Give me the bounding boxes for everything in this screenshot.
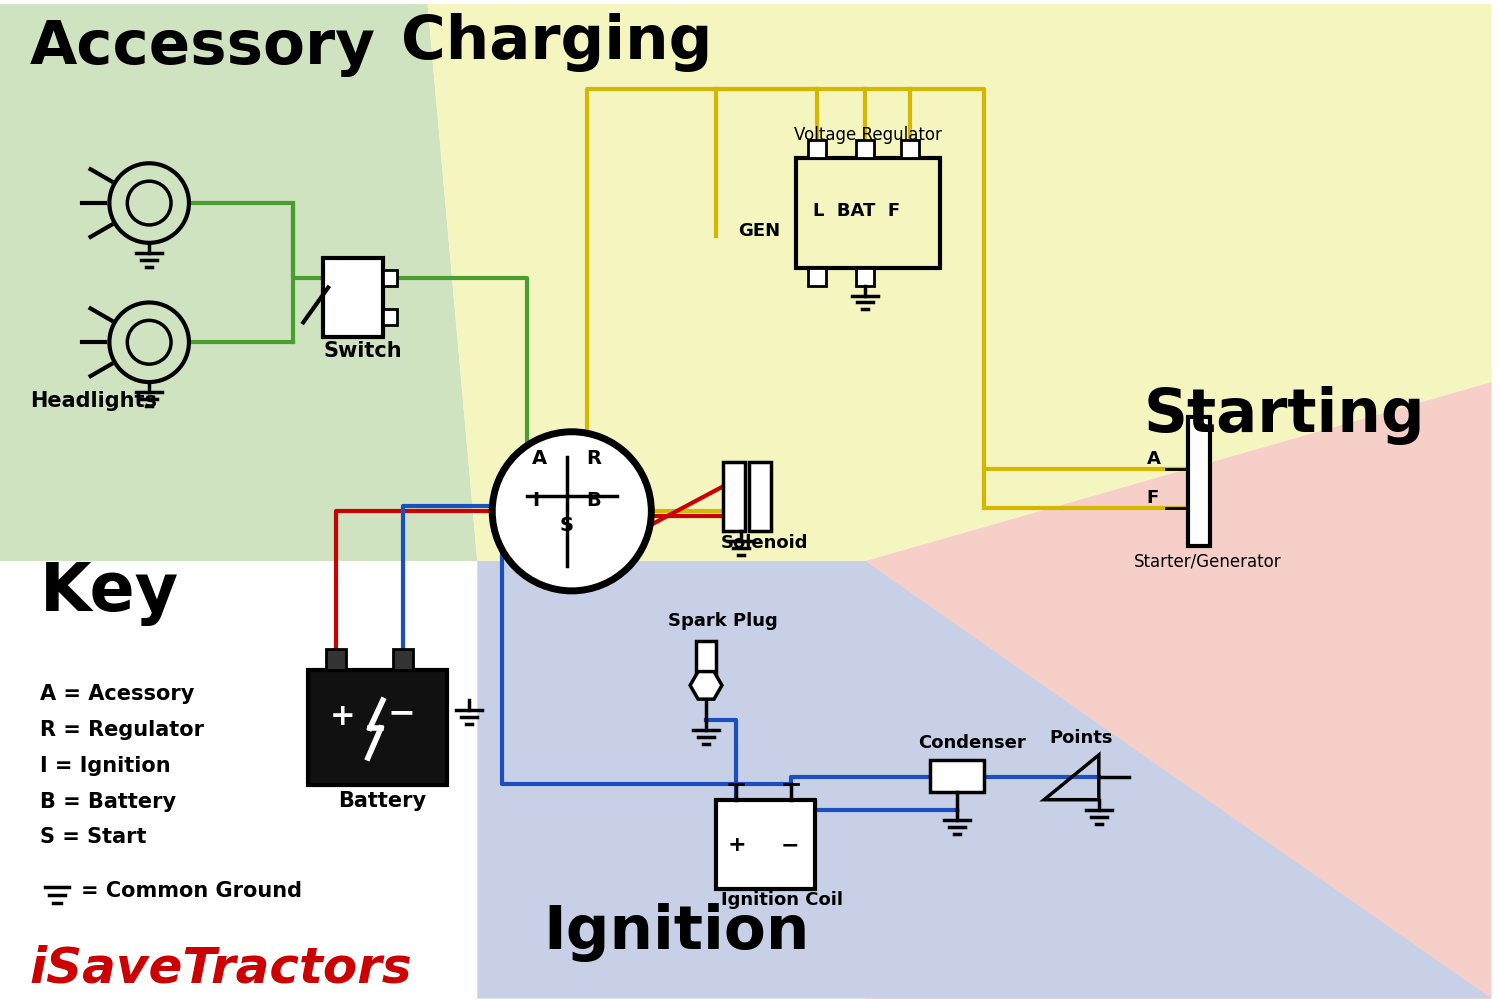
Text: Battery: Battery	[338, 791, 426, 811]
Bar	[322, 258, 382, 337]
Polygon shape	[865, 382, 1491, 999]
Text: B: B	[586, 491, 602, 510]
Text: I: I	[532, 491, 538, 510]
Bar	[326, 649, 346, 670]
Text: Starter/Generator: Starter/Generator	[1134, 552, 1281, 570]
Text: R: R	[586, 449, 602, 468]
Bar	[930, 760, 984, 792]
Bar	[856, 268, 874, 286]
Text: Charging: Charging	[400, 13, 712, 72]
Bar	[856, 140, 874, 158]
Circle shape	[492, 432, 651, 591]
Text: Points: Points	[1048, 729, 1113, 747]
Text: Ignition Coil: Ignition Coil	[722, 891, 843, 909]
Text: F: F	[1146, 489, 1160, 507]
Bar	[808, 268, 826, 286]
Text: Solenoid: Solenoid	[722, 534, 809, 552]
Bar	[1188, 417, 1210, 546]
Text: I = Ignition: I = Ignition	[40, 756, 171, 776]
Text: Condenser: Condenser	[918, 734, 1026, 752]
Text: iSaveTractors: iSaveTractors	[30, 945, 412, 993]
Text: +: +	[728, 835, 747, 855]
Bar	[309, 670, 447, 785]
Text: A = Acessory: A = Acessory	[40, 684, 194, 704]
Text: +: +	[330, 702, 356, 731]
Bar	[723, 462, 746, 531]
Text: −: −	[388, 696, 416, 729]
Text: Key: Key	[40, 560, 178, 626]
Text: A: A	[532, 449, 548, 468]
Text: R = Regulator: R = Regulator	[40, 720, 204, 740]
Bar	[902, 140, 920, 158]
Bar	[808, 140, 826, 158]
Text: Switch: Switch	[322, 341, 402, 361]
Bar	[716, 800, 816, 889]
Bar	[696, 641, 715, 675]
Text: Headlights: Headlights	[30, 391, 158, 411]
Text: Ignition: Ignition	[543, 903, 810, 962]
Polygon shape	[427, 4, 1491, 561]
Text: Starting: Starting	[1143, 386, 1425, 445]
Text: Spark Plug: Spark Plug	[668, 612, 778, 630]
Bar	[382, 309, 398, 325]
Text: −: −	[780, 835, 800, 855]
Text: GEN: GEN	[738, 222, 780, 240]
Bar	[382, 270, 398, 286]
Polygon shape	[477, 561, 1491, 999]
Polygon shape	[0, 561, 477, 999]
Text: S: S	[560, 516, 574, 535]
Bar	[795, 158, 939, 268]
Bar	[748, 462, 771, 531]
Text: Accessory: Accessory	[30, 18, 376, 77]
Text: = Common Ground: = Common Ground	[81, 881, 302, 901]
Text: A: A	[1146, 450, 1161, 468]
Bar	[393, 649, 412, 670]
Text: L  BAT  F: L BAT F	[813, 202, 900, 220]
Text: B = Battery: B = Battery	[40, 792, 176, 812]
Polygon shape	[0, 4, 477, 561]
Text: Voltage Regulator: Voltage Regulator	[794, 126, 942, 144]
Text: S = Start: S = Start	[40, 827, 147, 847]
